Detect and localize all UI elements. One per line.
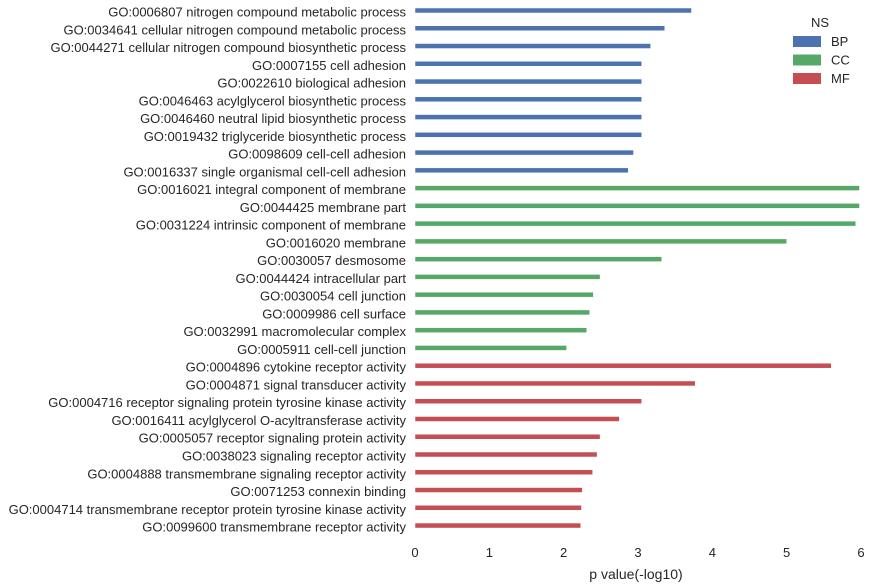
bar-cc: [414, 327, 587, 333]
bar-mf: [414, 416, 620, 422]
bar-mf: [414, 487, 583, 493]
bar-mf: [414, 469, 593, 476]
category-label: GO:0030057 desmosome: [257, 253, 406, 268]
category-labels: GO:0006807 nitrogen compound metabolic p…: [9, 5, 407, 535]
bar-bp: [414, 132, 642, 138]
bar-cc: [414, 345, 567, 351]
category-label: GO:0016020 membrane: [266, 235, 406, 250]
bar-mf: [414, 398, 642, 404]
bar-mf: [414, 433, 601, 440]
category-label: GO:0046463 acylglycerol biosynthetic pro…: [139, 93, 407, 108]
bar-bp: [414, 149, 634, 156]
bar-cc: [414, 203, 860, 209]
x-tick-label: 6: [857, 545, 864, 560]
bar-mf: [414, 505, 582, 511]
bar-bp: [414, 167, 629, 174]
category-label: GO:0004896 cytokine receptor activity: [186, 360, 407, 375]
category-label: GO:0007155 cell adhesion: [252, 58, 406, 73]
legend-title: NS: [811, 15, 829, 30]
bar-cc: [414, 291, 594, 298]
x-axis-ticks: 0 1 2 3 4 5 6: [411, 545, 864, 560]
bar-bp: [414, 96, 642, 103]
category-label: GO:0016411 acylglycerol O-acyltransferas…: [111, 413, 406, 428]
category-label: GO:0004716 receptor signaling protein ty…: [48, 395, 406, 410]
bar-bp: [414, 7, 692, 14]
bars-layer: [414, 7, 860, 529]
bar-mf: [414, 362, 832, 369]
bar-bp: [414, 78, 642, 85]
bar-bp: [414, 25, 666, 32]
legend-entries: BP CC MF: [793, 34, 850, 86]
category-label: GO:0098609 cell-cell adhesion: [228, 147, 406, 162]
legend-label-cc: CC: [831, 53, 850, 68]
category-label: GO:0016337 single organismal cell-cell a…: [123, 164, 406, 179]
bar-cc: [414, 309, 590, 316]
bar-bp: [414, 61, 642, 67]
category-label: GO:0009986 cell surface: [262, 306, 406, 321]
category-label: GO:0006807 nitrogen compound metabolic p…: [108, 5, 406, 20]
x-tick-label: 4: [709, 545, 716, 560]
legend: NS BP CC MF: [793, 15, 850, 86]
bar-mf: [414, 451, 598, 458]
category-label: GO:0019432 triglyceride biosynthetic pro…: [144, 129, 407, 144]
legend-label-bp: BP: [831, 34, 848, 49]
category-label: GO:0044424 intracellular part: [235, 271, 406, 286]
category-label: GO:0031224 intrinsic component of membra…: [136, 218, 406, 233]
category-label: GO:0016021 integral component of membran…: [137, 182, 406, 197]
category-label: GO:0004888 transmembrane signaling recep…: [87, 466, 406, 481]
bar-mf: [414, 522, 582, 529]
category-label: GO:0071253 connexin binding: [230, 484, 406, 499]
bar-bp: [414, 114, 642, 120]
x-tick-label: 5: [783, 545, 790, 560]
x-tick-label: 2: [560, 545, 567, 560]
bar-cc: [414, 220, 857, 227]
legend-swatch-mf: [793, 73, 821, 84]
category-label: GO:0004871 signal transducer activity: [186, 377, 407, 392]
category-label: GO:0034641 cellular nitrogen compound me…: [63, 22, 406, 37]
legend-label-mf: MF: [831, 71, 850, 86]
x-tick-label: 3: [634, 545, 641, 560]
bar-bp: [414, 43, 651, 49]
bar-cc: [414, 274, 601, 280]
category-label: GO:0005057 receptor signaling protein ac…: [139, 431, 407, 446]
bar-mf: [414, 380, 696, 387]
bar-cc: [414, 256, 663, 262]
x-tick-label: 1: [486, 545, 493, 560]
category-label: GO:0046460 neutral lipid biosynthetic pr…: [140, 111, 406, 126]
legend-swatch-cc: [793, 54, 821, 66]
bar-cc: [414, 238, 787, 245]
category-label: GO:0022610 biological adhesion: [217, 76, 406, 91]
category-label: GO:0030054 cell junction: [260, 289, 406, 304]
bar-cc: [414, 185, 860, 191]
x-tick-label: 0: [411, 545, 418, 560]
category-label: GO:0004714 transmembrane receptor protei…: [9, 502, 407, 517]
legend-swatch-bp: [793, 36, 821, 47]
category-label: GO:0099600 transmembrane receptor activi…: [142, 520, 406, 535]
category-label: GO:0005911 cell-cell junction: [237, 342, 406, 357]
x-axis-title: p value(-log10): [589, 566, 682, 582]
category-label: GO:0044425 membrane part: [240, 200, 407, 215]
category-label: GO:0032991 macromolecular complex: [183, 324, 406, 339]
category-label: GO:0044271 cellular nitrogen compound bi…: [50, 40, 406, 55]
category-label: GO:0038023 signaling receptor activity: [182, 449, 407, 464]
